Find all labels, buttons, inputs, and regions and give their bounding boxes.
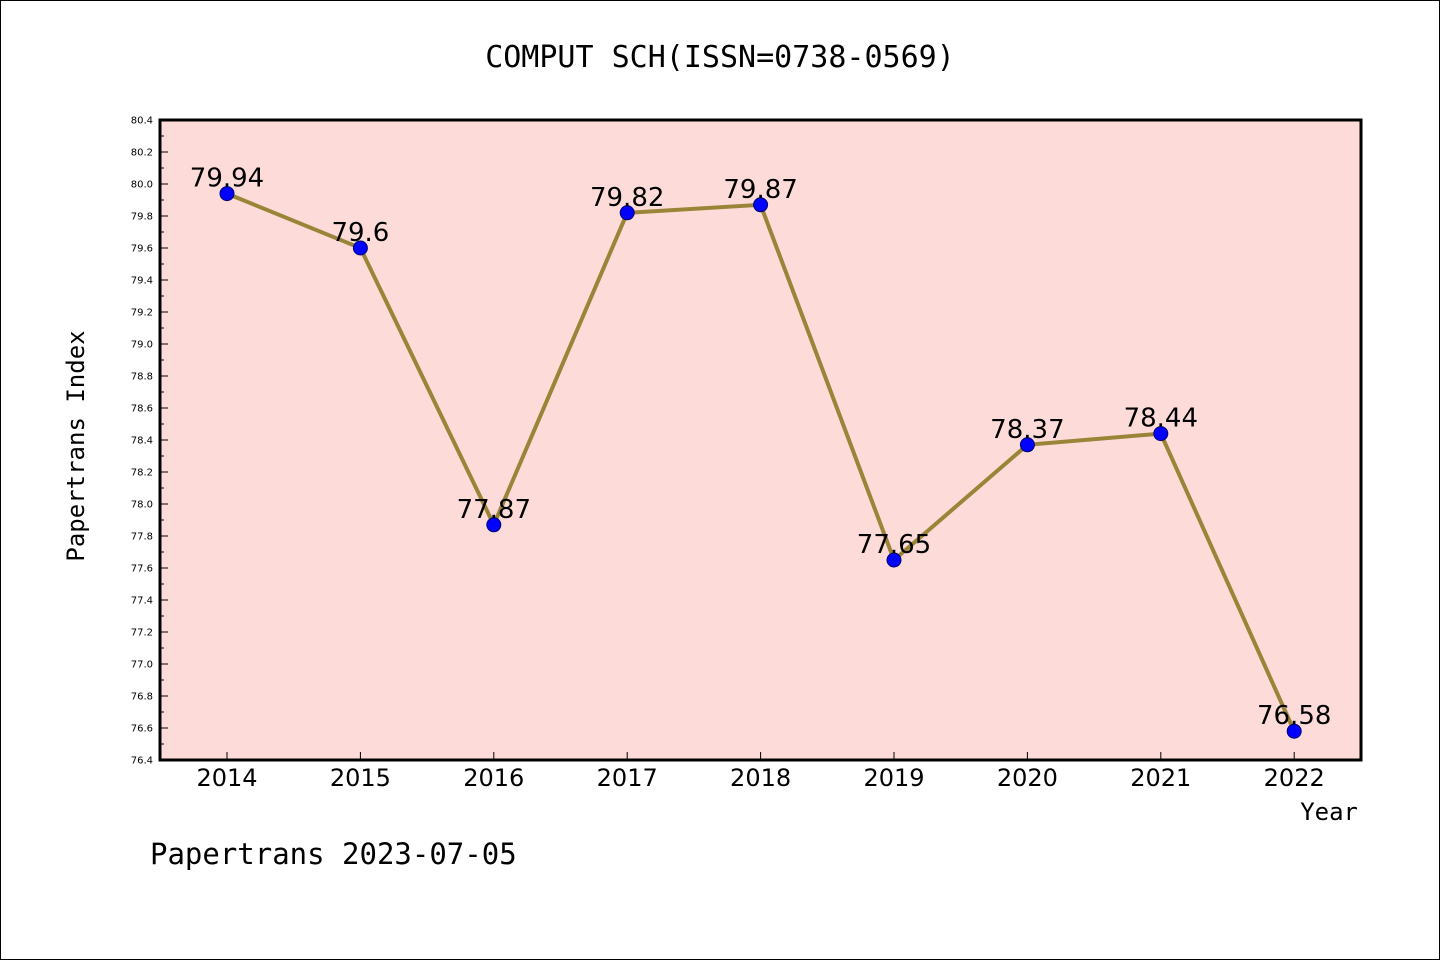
y-tick-label: 78.6 — [131, 404, 153, 415]
x-tick-label: 2022 — [1264, 764, 1325, 792]
data-label: 79.94 — [190, 164, 264, 194]
data-label: 79.87 — [723, 175, 797, 205]
y-axis-title: Papertrans Index — [62, 330, 90, 561]
y-tick-label: 77.4 — [131, 596, 153, 607]
data-label: 76.58 — [1257, 701, 1331, 731]
data-label: 79.82 — [590, 183, 664, 213]
x-axis-title: Year — [1300, 798, 1358, 826]
x-tick-label: 2021 — [1130, 764, 1191, 792]
x-tick-label: 2016 — [463, 764, 524, 792]
data-label: 77.87 — [457, 495, 531, 525]
y-tick-label: 78.2 — [131, 468, 153, 479]
data-label: 79.6 — [331, 218, 389, 248]
x-axis: 2014 2015 2016 2017 2018 2019 2020 2021 2022 — [196, 752, 1325, 792]
y-tick-label: 77.2 — [131, 628, 153, 639]
x-tick-label: 2018 — [730, 764, 791, 792]
data-point — [753, 197, 769, 213]
y-tick-label: 80.0 — [131, 180, 153, 191]
y-tick-label: 76.4 — [131, 756, 153, 767]
data-point — [886, 552, 902, 568]
data-labels: 79.94 79.6 77.87 79.82 79.87 77.65 78.37 78.44 7… — [190, 164, 1332, 732]
chart-title: COMPUT SCH(ISSN=0738-0569) — [485, 40, 955, 75]
x-tick-label: 2014 — [196, 764, 257, 792]
y-tick-label: 79.0 — [131, 340, 153, 351]
data-point — [352, 240, 368, 256]
plot-border — [158, 118, 1363, 762]
y-tick-label: 77.6 — [131, 564, 153, 575]
y-tick-label: 79.2 — [131, 308, 153, 319]
y-tick-label: 80.4 — [131, 116, 153, 127]
y-tick-label: 77.0 — [131, 660, 153, 671]
y-tick-label: 79.6 — [131, 244, 153, 255]
y-axis: 76.4 76.6 76.8 77.0 77.2 77.4 77.6 77.8 78.0 78.2… — [131, 116, 168, 767]
data-label: 77.65 — [857, 530, 931, 560]
y-tick-label: 78.0 — [131, 500, 153, 511]
data-point — [1286, 723, 1302, 739]
y-tick-label: 78.4 — [131, 436, 153, 447]
y-tick-label: 77.8 — [131, 532, 153, 543]
y-tick-label: 78.8 — [131, 372, 153, 383]
data-point — [219, 186, 235, 202]
x-tick-label: 2015 — [330, 764, 391, 792]
data-point — [619, 205, 635, 221]
data-markers — [219, 186, 1302, 739]
y-tick-label: 80.2 — [131, 148, 153, 159]
plot-area — [160, 120, 1361, 760]
data-label: 78.37 — [990, 415, 1064, 445]
data-label: 78.44 — [1124, 404, 1198, 434]
y-tick-label: 79.8 — [131, 212, 153, 223]
x-tick-label: 2019 — [863, 764, 924, 792]
footer-date: Papertrans 2023-07-05 — [150, 837, 517, 871]
y-tick-label: 76.6 — [131, 724, 153, 735]
data-point — [1153, 426, 1169, 442]
y-tick-label: 76.8 — [131, 692, 153, 703]
x-tick-label: 2017 — [597, 764, 658, 792]
data-point — [1019, 437, 1035, 453]
data-point — [486, 517, 502, 533]
x-tick-label: 2020 — [997, 764, 1058, 792]
y-tick-label: 79.4 — [131, 276, 153, 287]
